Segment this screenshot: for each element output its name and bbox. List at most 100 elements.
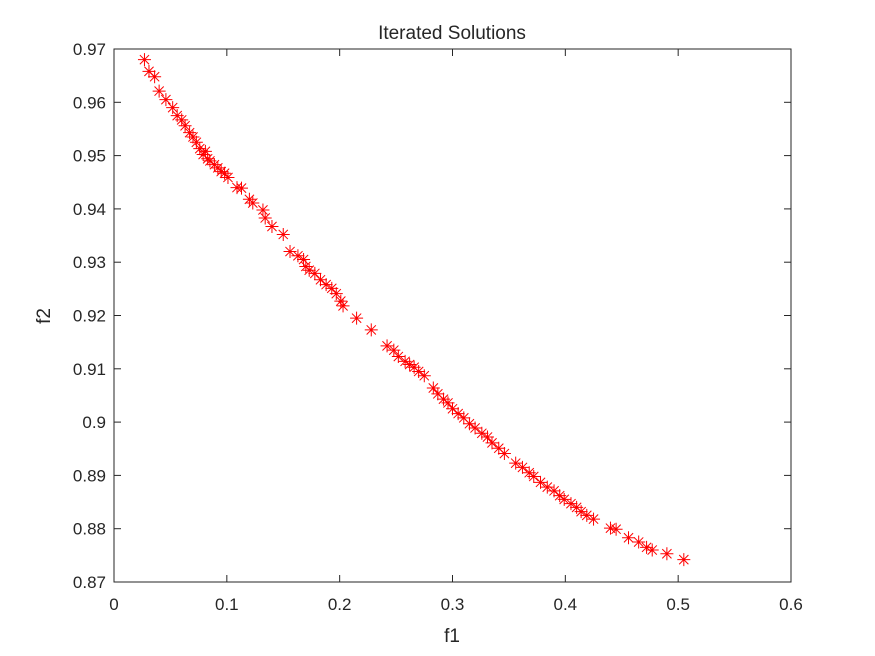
data-point	[497, 447, 511, 461]
data-point	[387, 343, 401, 357]
y-axis: 0.87 0.88 0.89 0.9 0.91 0.92 0.93 0.94 0.95 0.96 0…	[73, 40, 791, 592]
y-tick-label: 0.92	[73, 307, 106, 326]
data-point	[189, 135, 203, 149]
plot-area-background	[114, 49, 791, 582]
y-tick-label: 0.95	[73, 147, 106, 166]
data-point	[203, 154, 217, 168]
data-point	[436, 392, 450, 406]
x-tick-label: 0.3	[441, 595, 465, 614]
data-point	[403, 358, 417, 372]
data-point	[547, 484, 561, 498]
data-point	[193, 142, 207, 156]
data-point	[186, 130, 200, 144]
data-point	[142, 64, 156, 78]
chart-title: Iterated Solutions	[378, 23, 526, 44]
data-point	[152, 84, 166, 98]
y-tick-label: 0.91	[73, 360, 106, 379]
data-point	[431, 387, 445, 401]
data-point	[557, 492, 571, 506]
data-point	[218, 166, 232, 180]
data-point	[553, 489, 567, 503]
x-tick-label: 0.5	[666, 595, 690, 614]
y-axis-label: f2	[34, 308, 55, 324]
data-point	[574, 505, 588, 519]
y-tick-label: 0.89	[73, 466, 106, 485]
y-tick-label: 0.87	[73, 573, 106, 592]
data-point	[485, 436, 499, 450]
y-tick-label: 0.88	[73, 520, 106, 539]
data-point	[492, 441, 506, 455]
data-point	[564, 497, 578, 511]
data-point	[622, 531, 636, 545]
data-point	[446, 402, 459, 416]
data-point	[412, 364, 426, 378]
y-tick-label: 0.94	[73, 200, 106, 219]
data-point	[468, 421, 482, 435]
x-tick-label: 0.2	[328, 595, 352, 614]
y-tick-label: 0.93	[73, 253, 106, 272]
data-point	[336, 299, 350, 313]
data-point	[214, 165, 228, 179]
data-point	[258, 211, 272, 225]
data-point	[451, 407, 465, 421]
data-point	[291, 249, 305, 263]
data-point	[246, 196, 260, 210]
data-point	[175, 113, 189, 127]
y-tick-label: 0.9	[82, 413, 106, 432]
data-point	[230, 181, 244, 195]
data-point	[283, 245, 297, 259]
data-point	[480, 430, 494, 444]
data-point	[198, 144, 212, 158]
data-point	[329, 287, 343, 301]
data-point	[334, 294, 348, 308]
data-point	[350, 311, 364, 325]
data-point	[148, 70, 162, 84]
data-point	[475, 426, 489, 440]
data-point	[183, 126, 197, 140]
x-tick-label: 0.6	[779, 595, 803, 614]
data-point	[159, 93, 173, 107]
data-point	[265, 219, 279, 233]
data-point	[509, 456, 523, 470]
data-point	[276, 227, 290, 241]
data-point	[297, 253, 311, 267]
data-point	[677, 553, 691, 567]
data-point	[527, 469, 541, 483]
data-point	[178, 119, 192, 133]
scatter-marks	[137, 53, 691, 567]
data-point	[587, 512, 601, 526]
data-point	[391, 350, 405, 364]
y-tick-label: 0.96	[73, 93, 106, 112]
data-point	[256, 203, 270, 217]
data-point	[457, 411, 471, 425]
data-point	[632, 535, 646, 549]
data-point	[515, 460, 529, 474]
data-point	[166, 101, 180, 115]
data-point	[660, 547, 674, 561]
data-point	[645, 543, 659, 557]
data-point	[580, 508, 594, 522]
data-point	[380, 339, 394, 353]
data-point	[319, 278, 333, 292]
data-point	[417, 369, 431, 383]
data-point	[364, 323, 378, 337]
data-point	[302, 263, 316, 277]
x-tick-label: 0.4	[554, 595, 578, 614]
x-axis: 0 0.1 0.2 0.3 0.4 0.5 0.6	[109, 49, 803, 614]
data-point	[540, 480, 554, 494]
data-point	[221, 170, 235, 184]
data-point	[603, 521, 617, 535]
x-axis-label: f1	[444, 626, 460, 647]
data-point	[398, 354, 412, 368]
x-tick-label: 0	[109, 595, 118, 614]
data-point	[137, 53, 151, 67]
data-point	[313, 273, 327, 287]
data-point	[462, 417, 476, 431]
data-point	[534, 475, 548, 489]
data-point	[640, 540, 654, 554]
data-point	[522, 466, 536, 480]
data-point	[441, 396, 455, 410]
x-tick-label: 0.1	[215, 595, 239, 614]
